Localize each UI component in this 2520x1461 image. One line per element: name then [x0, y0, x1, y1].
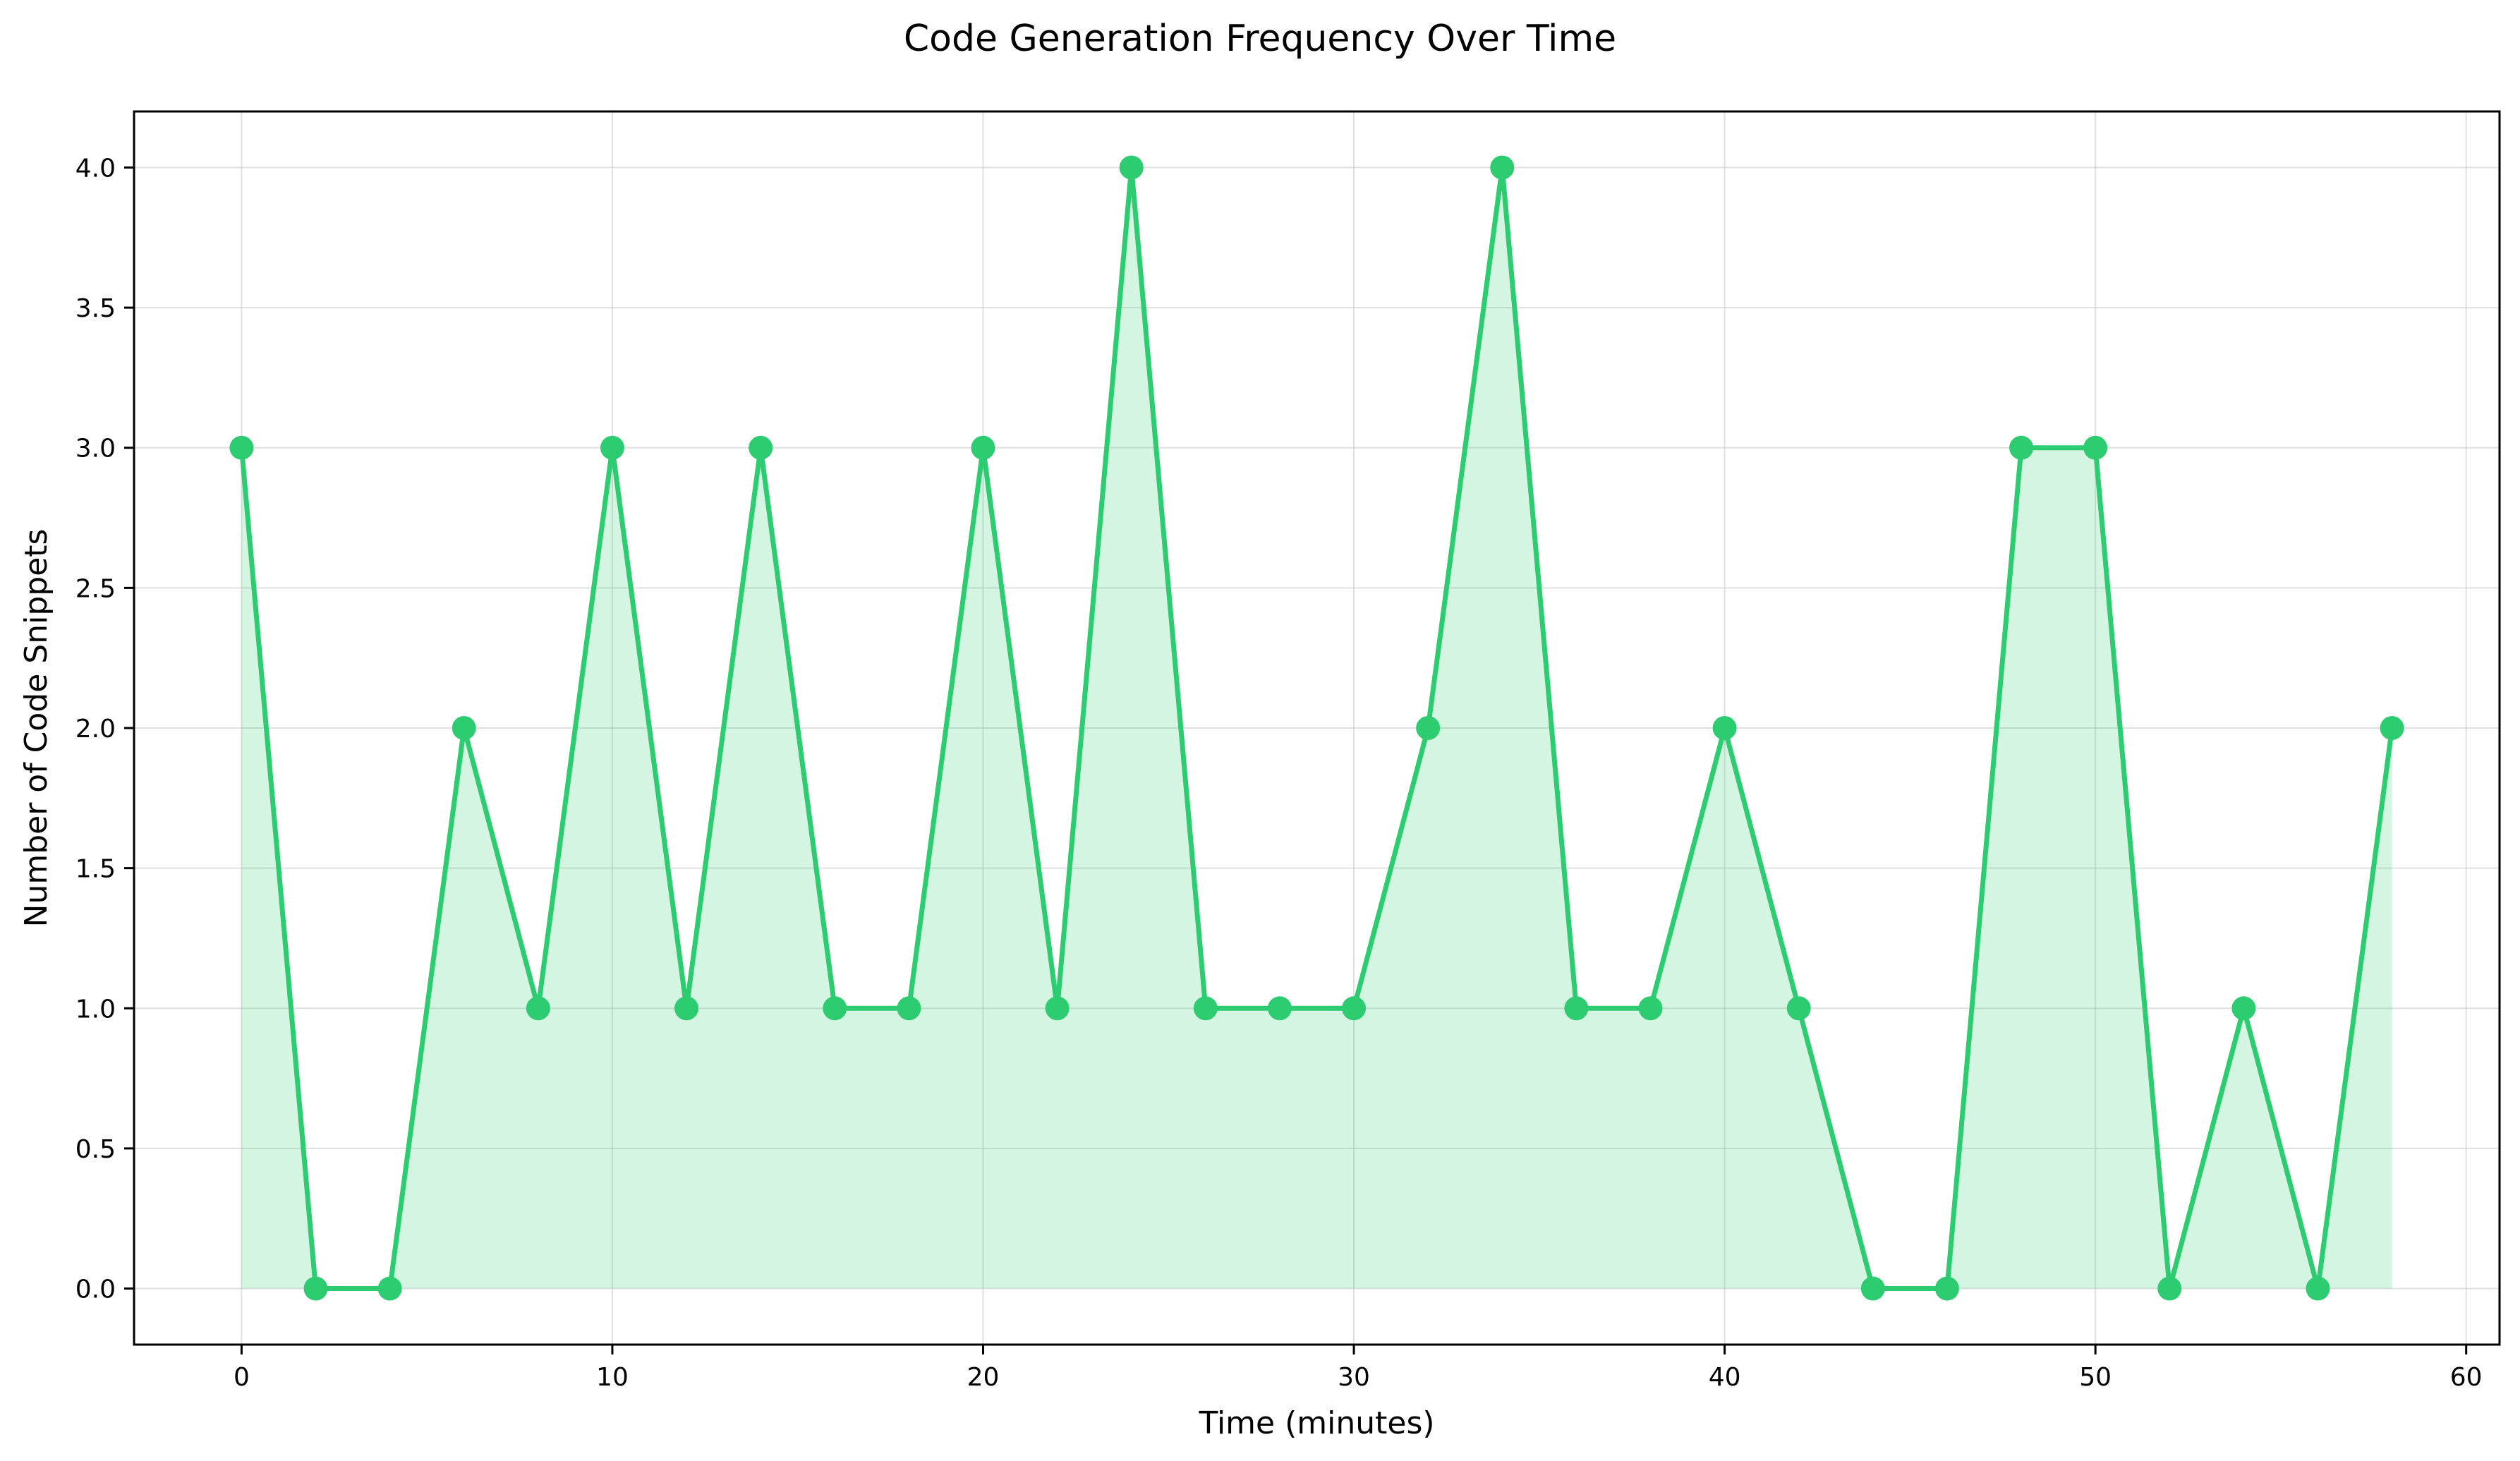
data-point	[1342, 996, 1367, 1021]
data-points-layer	[229, 155, 2404, 1301]
data-point	[377, 1276, 402, 1301]
series-line	[238, 164, 2395, 1292]
x-tick-label: 30	[1338, 1363, 1370, 1392]
data-point	[1490, 155, 1515, 180]
area-fill-layer	[241, 167, 2392, 1289]
data-point	[1045, 996, 1070, 1021]
data-point	[2157, 1276, 2182, 1301]
data-point	[452, 716, 476, 740]
data-point	[600, 435, 624, 460]
x-tick-label: 0	[234, 1363, 250, 1392]
data-point	[1119, 155, 1144, 180]
data-point	[1786, 996, 1811, 1021]
chart-title: Code Generation Frequency Over Time	[904, 18, 1616, 60]
y-tick-label: 1.5	[75, 855, 116, 884]
x-tick-label: 50	[2079, 1363, 2112, 1392]
y-tick-label: 3.5	[75, 294, 116, 323]
x-axis-label: Time (minutes)	[1198, 1405, 1434, 1441]
y-axis-label: Number of Code Snippets	[18, 529, 54, 928]
data-point	[1712, 716, 1737, 740]
data-point	[526, 996, 550, 1021]
data-point	[897, 996, 921, 1021]
series-line-layer	[238, 164, 2395, 1292]
data-point	[1416, 716, 1441, 740]
data-point	[674, 996, 699, 1021]
data-point	[303, 1276, 328, 1301]
y-tick-label: 3.0	[75, 435, 116, 463]
data-point	[1638, 996, 1663, 1021]
x-axis-ticks: 0 10 20 30 40 50 60	[234, 1345, 2483, 1392]
data-point	[1860, 1276, 1885, 1301]
area-fill	[241, 167, 2392, 1289]
y-axis-ticks: 0.0 0.5 1.0 1.5 2.0 2.5 3.0 3.5 4.0	[75, 154, 134, 1304]
y-tick-label: 4.0	[75, 154, 116, 183]
data-point	[749, 435, 773, 460]
data-point	[2009, 435, 2034, 460]
data-point	[1193, 996, 1218, 1021]
data-point	[229, 435, 254, 460]
data-point	[1934, 1276, 1959, 1301]
y-tick-label: 2.5	[75, 574, 116, 603]
y-tick-label: 1.0	[75, 995, 116, 1024]
y-tick-label: 0.5	[75, 1135, 116, 1164]
x-tick-label: 40	[1709, 1363, 1741, 1392]
y-tick-label: 0.0	[75, 1275, 116, 1304]
x-tick-label: 10	[596, 1363, 629, 1392]
data-point	[823, 996, 847, 1021]
data-point	[2083, 435, 2108, 460]
data-point	[1564, 996, 1589, 1021]
data-point	[971, 435, 995, 460]
data-point	[2231, 996, 2256, 1021]
data-point	[2380, 716, 2404, 740]
x-tick-label: 20	[967, 1363, 1000, 1392]
data-point	[2306, 1276, 2330, 1301]
y-tick-label: 2.0	[75, 715, 116, 744]
x-tick-label: 60	[2450, 1363, 2483, 1392]
data-point	[1267, 996, 1292, 1021]
